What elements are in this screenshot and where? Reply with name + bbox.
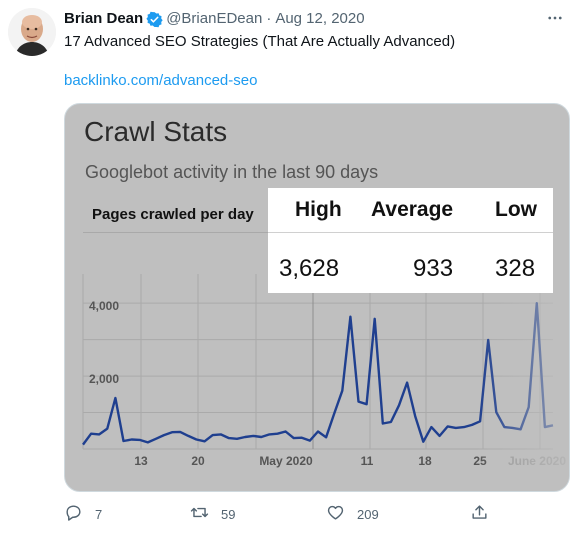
x-tick-label: 20 [191, 454, 205, 468]
like-icon [326, 503, 345, 525]
tweet-date[interactable]: Aug 12, 2020 [275, 10, 365, 27]
y-tick-label: 2,000 [89, 372, 119, 386]
retweet-count: 59 [221, 506, 236, 522]
stats-divider [268, 232, 553, 233]
share-icon [470, 503, 489, 525]
stats-table: High Average Low 3,628 933 328 [268, 188, 553, 293]
x-tick-label: 13 [134, 454, 148, 468]
x-tick-label: 11 [361, 454, 374, 468]
like-button[interactable]: 209 [326, 503, 379, 525]
stat-low-label: Low [495, 198, 537, 221]
stat-average-value: 933 [413, 255, 454, 282]
x-tick-label: May 2020 [259, 454, 313, 468]
author-name[interactable]: Brian Dean [64, 10, 144, 27]
x-tick-label: 18 [418, 454, 432, 468]
crawl-stats-title: Crawl Stats [84, 116, 228, 147]
retweet-button[interactable]: 59 [190, 503, 235, 525]
pages-crawled-label: Pages crawled per day [92, 206, 254, 223]
separator-dot: · [266, 10, 272, 27]
reply-count: 7 [95, 506, 103, 522]
tweet-header: Brian Dean @BrianEDean · Aug 12, 2020 [64, 9, 365, 29]
stat-low-value: 328 [495, 255, 536, 282]
tweet-actions: 7 59 209 [64, 503, 504, 525]
series-line [82, 301, 554, 446]
tweet-link[interactable]: backlinko.com/advanced-seo [64, 72, 258, 89]
retweet-icon [190, 503, 209, 525]
reply-icon [64, 503, 83, 525]
reply-button[interactable]: 7 [64, 503, 102, 525]
verified-badge-icon [146, 11, 163, 28]
share-button[interactable] [470, 503, 489, 525]
author-handle[interactable]: @BrianEDean [166, 10, 263, 27]
tweet-text: 17 Advanced SEO Strategies (That Are Act… [64, 33, 456, 50]
more-icon[interactable] [545, 8, 565, 28]
chart-fade-overlay [477, 274, 569, 491]
stat-average-label: Average [371, 198, 454, 221]
stat-high-label: High [295, 198, 342, 221]
y-tick-label: 4,000 [89, 299, 119, 313]
tweet-media-image[interactable]: Crawl Stats Googlebot activity in the la… [64, 103, 570, 492]
stat-high-value: 3,628 [279, 255, 340, 282]
avatar[interactable] [8, 8, 56, 56]
like-count: 209 [357, 506, 379, 522]
crawl-stats-subtitle: Googlebot activity in the last 90 days [85, 162, 379, 182]
